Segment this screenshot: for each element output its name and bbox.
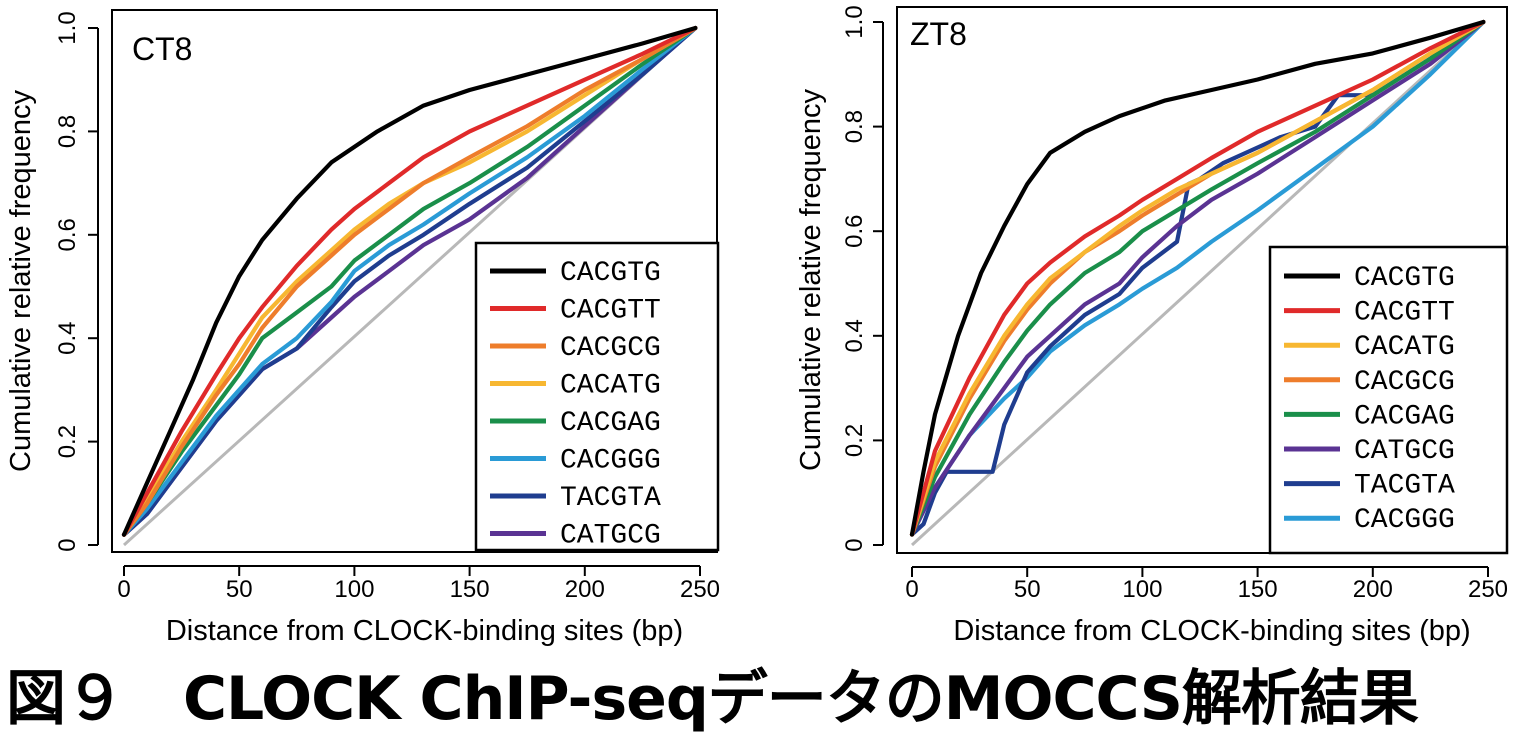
figure-canvas: 0 50 100 150 200 250 Distance from CLOCK-bindi… bbox=[5, 5, 1509, 647]
series-line-cacgtt bbox=[121, 25, 698, 537]
legend-label-cacgcg: CACGCG bbox=[1354, 367, 1455, 398]
legend-label-cacatg: CACATG bbox=[560, 371, 661, 402]
legend-box bbox=[1268, 245, 1509, 555]
legend-label-cacgag: CACGAG bbox=[560, 408, 661, 439]
y-tick-label: 1.0 bbox=[841, 5, 868, 38]
legend-label-cacggg: CACGGG bbox=[560, 446, 661, 477]
chart-panel-zt8: 0 50 100 150 200 250 Distance from CLOCK-bindi… bbox=[795, 5, 1509, 647]
y-tick-label: 0.4 bbox=[841, 319, 868, 352]
x-tick-label: 150 bbox=[450, 576, 490, 603]
x-tick-label: 200 bbox=[1353, 576, 1393, 603]
legend-label-cacatg: CACATG bbox=[1354, 332, 1455, 363]
series-line-cacatg bbox=[909, 19, 1486, 537]
legend-label-cacgtg: CACGTG bbox=[560, 258, 661, 289]
series-line-cacgtt bbox=[909, 19, 1486, 537]
panel-label: CT8 bbox=[132, 31, 192, 67]
y-tick-label: 0.8 bbox=[841, 110, 868, 143]
x-tick-label: 250 bbox=[1468, 576, 1508, 603]
x-tick-label: 0 bbox=[905, 576, 918, 603]
legend-label-cacggg: CACGGG bbox=[1354, 505, 1455, 536]
series-line-cacgtg bbox=[121, 25, 698, 537]
x-axis-title: Distance from CLOCK-binding sites (bp) bbox=[953, 615, 1470, 647]
x-tick-label: 100 bbox=[334, 576, 374, 603]
legend-label-cacgcg: CACGCG bbox=[560, 333, 661, 364]
legend-box bbox=[474, 241, 720, 552]
legend-label-catgcg: CATGCG bbox=[560, 521, 661, 552]
y-axis-title: Cumulative relative frequency bbox=[795, 88, 827, 471]
legend-label-cacgag: CACGAG bbox=[1354, 401, 1455, 432]
y-tick-label: 0.2 bbox=[841, 424, 868, 457]
series-line-tacgta bbox=[121, 25, 698, 537]
legend-label-cacgtg: CACGTG bbox=[1354, 263, 1455, 294]
x-tick-label: 250 bbox=[680, 576, 720, 603]
chart-panel-ct8: 0 50 100 150 200 250 Distance from CLOCK-bindi… bbox=[5, 9, 720, 647]
legend-label-cacgtt: CACGTT bbox=[1354, 298, 1455, 329]
series-line-cacggg bbox=[909, 19, 1486, 537]
figure-caption: 図９ CLOCK ChIP-seqデータのMOCCS解析結果 bbox=[6, 664, 1419, 734]
series-line-cacgtg bbox=[909, 19, 1486, 537]
series-line-cacgcg bbox=[121, 25, 698, 537]
y-axis-title: Cumulative relative frequency bbox=[5, 89, 37, 472]
y-tick-label: 0.6 bbox=[841, 215, 868, 248]
x-tick-label: 200 bbox=[565, 576, 605, 603]
series-line-cacatg bbox=[121, 25, 698, 537]
legend-label-cacgtt: CACGTT bbox=[560, 296, 661, 327]
y-tick-label: 1.0 bbox=[54, 11, 81, 44]
y-tick-label: 0.4 bbox=[54, 322, 81, 355]
legend-label-tacgta: TACGTA bbox=[560, 483, 661, 514]
x-tick-label: 50 bbox=[226, 576, 253, 603]
y-tick-label: 0 bbox=[841, 538, 868, 551]
series-line-catgcg bbox=[909, 19, 1486, 537]
legend-label-tacgta: TACGTA bbox=[1354, 471, 1455, 502]
x-axis-title: Distance from CLOCK-binding sites (bp) bbox=[166, 615, 683, 647]
y-tick-label: 0.2 bbox=[54, 425, 81, 458]
y-tick-label: 0.8 bbox=[54, 115, 81, 148]
series-line-cacggg bbox=[121, 25, 698, 537]
series-line-cacgag bbox=[121, 25, 698, 537]
x-tick-label: 50 bbox=[1014, 576, 1041, 603]
series-line-cacgag bbox=[909, 19, 1486, 537]
panel-label: ZT8 bbox=[910, 16, 967, 52]
y-tick-label: 0.6 bbox=[54, 218, 81, 251]
reference-diagonal-line bbox=[910, 20, 1485, 547]
y-tick-label: 0 bbox=[54, 538, 81, 551]
x-tick-label: 100 bbox=[1122, 576, 1162, 603]
x-tick-label: 150 bbox=[1238, 576, 1278, 603]
x-tick-label: 0 bbox=[117, 576, 130, 603]
legend-label-catgcg: CATGCG bbox=[1354, 436, 1455, 467]
